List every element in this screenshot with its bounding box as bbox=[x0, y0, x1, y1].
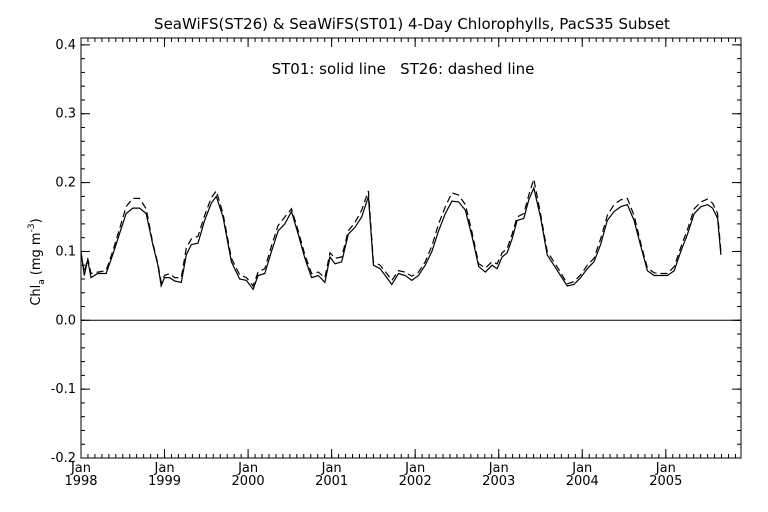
axes: -0.2-0.10.00.10.20.30.4Jan1998Jan1999Jan… bbox=[51, 37, 742, 489]
y-axis-label-units-superscript: -3 bbox=[27, 223, 37, 232]
y-axis-label-main: Chl bbox=[29, 285, 44, 306]
series-style-note: ST01: solid line ST26: dashed line bbox=[272, 60, 535, 78]
x-tick-label-year: 2003 bbox=[482, 474, 515, 489]
y-tick-label: -0.1 bbox=[51, 382, 76, 397]
x-tick-label-month: Jan bbox=[655, 461, 676, 476]
x-tick-label-year: 2001 bbox=[315, 474, 348, 489]
x-tick-label-month: Jan bbox=[571, 461, 592, 476]
y-tick-label: -0.2 bbox=[51, 451, 76, 466]
chart-title: SeaWiFS(ST26) & SeaWiFS(ST01) 4-Day Chlo… bbox=[154, 15, 670, 33]
series-line-st26 bbox=[80, 178, 722, 288]
x-tick-label-year: 1999 bbox=[148, 474, 181, 489]
y-axis-label-subscript: a bbox=[37, 279, 47, 285]
x-tick-label-month: Jan bbox=[70, 461, 91, 476]
y-tick-label: 0.2 bbox=[55, 176, 76, 191]
plot-frame bbox=[80, 37, 742, 459]
x-tick-label-year: 2005 bbox=[649, 474, 682, 489]
x-tick-label-year: 2002 bbox=[399, 474, 432, 489]
x-tick-label-month: Jan bbox=[154, 461, 175, 476]
y-axis-label-units: (mg m bbox=[29, 232, 44, 275]
x-tick-label-month: Jan bbox=[237, 461, 258, 476]
x-tick-label-year: 2000 bbox=[232, 474, 265, 489]
x-tick-label-month: Jan bbox=[488, 461, 509, 476]
series-line-st01 bbox=[80, 186, 722, 291]
x-tick-label-year: 1998 bbox=[64, 474, 97, 489]
x-tick-label-month: Jan bbox=[404, 461, 425, 476]
x-tick-label-year: 2004 bbox=[566, 474, 599, 489]
y-axis-label: Chla (mg m-3) bbox=[27, 218, 47, 305]
series-layer bbox=[80, 178, 722, 291]
y-tick-label: 0.4 bbox=[55, 38, 76, 53]
y-axis-label-units-close: ) bbox=[29, 218, 44, 223]
y-tick-label: 0.0 bbox=[55, 313, 76, 328]
y-tick-label: 0.1 bbox=[55, 244, 76, 259]
x-tick-label-month: Jan bbox=[321, 461, 342, 476]
y-tick-label: 0.3 bbox=[55, 107, 76, 122]
